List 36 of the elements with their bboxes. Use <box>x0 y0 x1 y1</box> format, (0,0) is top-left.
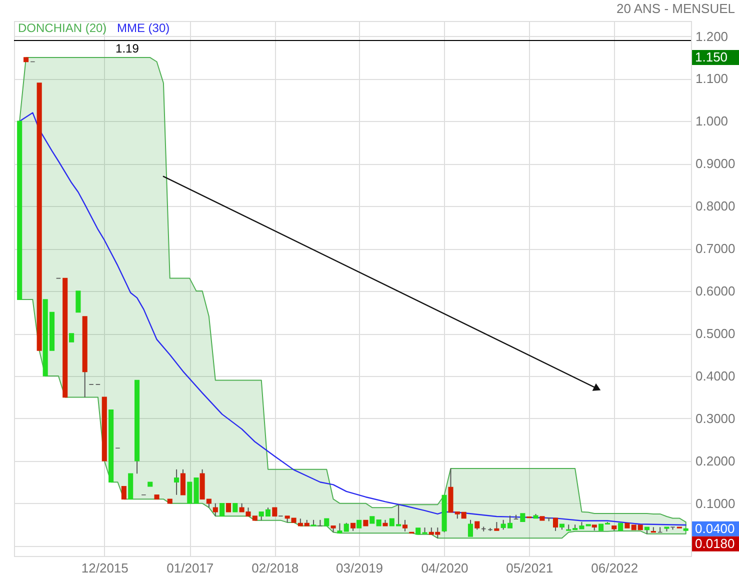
y-tick-label: 0.3000 <box>696 410 736 426</box>
x-tick-label: 06/2022 <box>591 560 638 576</box>
x-tick-label: 05/2021 <box>506 560 554 576</box>
y-tick-label: 0.6000 <box>696 284 736 299</box>
candlestick <box>187 482 192 504</box>
y-tick-label: 0.4000 <box>696 368 736 384</box>
y-tick-label: 0.1000 <box>696 496 736 511</box>
y-tick-label: 0.8000 <box>696 198 736 214</box>
candlestick <box>212 502 218 517</box>
y-tick-label: 1.000 <box>696 114 728 129</box>
y-tick-label: 0.7000 <box>696 241 736 256</box>
candlestick <box>121 486 126 500</box>
candlestick <box>174 468 180 496</box>
candlestick <box>402 519 408 532</box>
text: 0.0400 <box>695 520 735 536</box>
candlestick <box>180 468 186 496</box>
y-tick-label: 1.200 <box>696 28 728 44</box>
x-tick-label: 04/2020 <box>421 560 468 576</box>
x-tick-label: 12/2015 <box>81 560 128 576</box>
chart-title: 20 ANS - MENSUEL <box>616 1 735 16</box>
candlestick <box>76 290 81 313</box>
y-tick-label: 0.9000 <box>696 156 736 172</box>
x-tick-label: 02/2018 <box>252 560 299 576</box>
x-tick-label: 03/2019 <box>336 560 384 576</box>
y-tick-label: 0.2000 <box>696 453 736 468</box>
legend-label: DONCHIAN (20) <box>18 21 107 35</box>
x-tick-label: 01/2017 <box>166 560 214 576</box>
text: 0.0180 <box>695 536 735 551</box>
candlestick <box>468 519 474 537</box>
candlestick <box>220 502 225 516</box>
y-tick-label: 1.100 <box>696 71 728 86</box>
candlestick <box>552 518 558 532</box>
ref-line-label: 1.19 <box>116 42 140 56</box>
text: 1.150 <box>695 50 728 65</box>
y-tick-label: 0.5000 <box>696 326 736 342</box>
text: MME (30) <box>116 21 170 35</box>
